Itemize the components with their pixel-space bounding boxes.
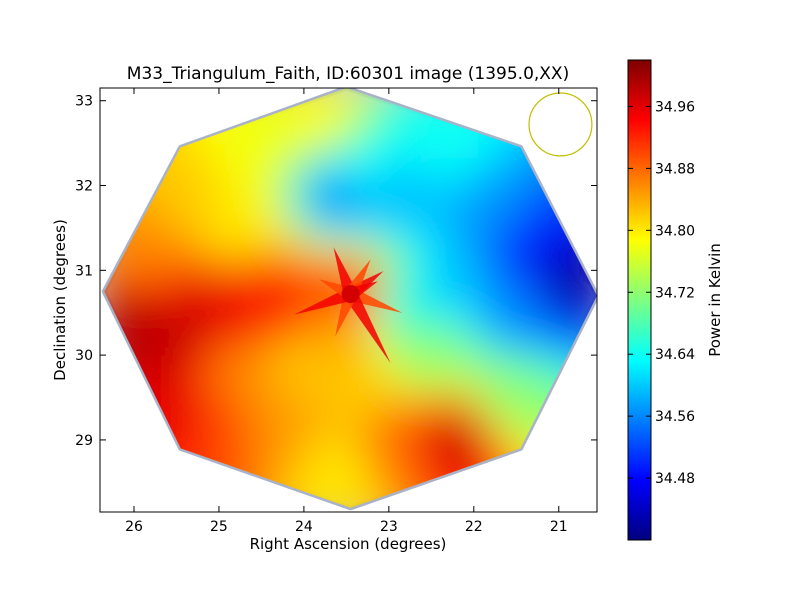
y-tick-label: 31 — [75, 263, 93, 279]
y-axis-label: Declination (degrees) — [51, 219, 69, 381]
x-tick-label: 21 — [550, 519, 568, 535]
star-core — [341, 285, 360, 304]
beam-circle — [528, 92, 593, 157]
plot-area — [101, 88, 597, 511]
colorbar-tick-label: 34.64 — [655, 347, 695, 363]
star-ray — [344, 290, 391, 364]
x-axis: 26 25 24 23 22 21 — [125, 88, 568, 535]
colorbar — [627, 59, 652, 541]
y-tick-label: 33 — [75, 94, 93, 110]
x-tick-label: 25 — [210, 519, 228, 535]
x-tick-label: 22 — [465, 519, 483, 535]
colorbar-tick-label: 34.88 — [655, 161, 695, 177]
colorbar-tick-label: 34.96 — [655, 99, 695, 115]
center-star — [294, 247, 403, 364]
x-tick-label: 23 — [380, 519, 398, 535]
y-tick-label: 29 — [75, 433, 93, 449]
y-tick-label: 30 — [75, 348, 93, 364]
colorbar-tick-label: 34.80 — [655, 223, 695, 239]
x-axis-label: Right Ascension (degrees) — [250, 535, 447, 553]
colorbar-tick-label: 34.56 — [655, 409, 695, 425]
y-tick-label: 32 — [75, 179, 93, 195]
colorbar-label: Power in Kelvin — [706, 243, 724, 357]
star-ray — [294, 287, 353, 315]
x-tick-label: 26 — [125, 519, 143, 535]
colorbar-axis: 34.48 34.56 34.64 34.72 34.80 34.88 34.96 — [628, 99, 695, 487]
y-axis: 29 30 31 32 33 — [75, 94, 597, 449]
colorbar-tick-label: 34.72 — [655, 285, 695, 301]
colorbar-tick-label: 34.48 — [655, 471, 695, 487]
x-tick-label: 24 — [295, 519, 313, 535]
plot-frame — [99, 87, 598, 513]
chart-title: M33_Triangulum_Faith, ID:60301 image (13… — [127, 64, 569, 84]
